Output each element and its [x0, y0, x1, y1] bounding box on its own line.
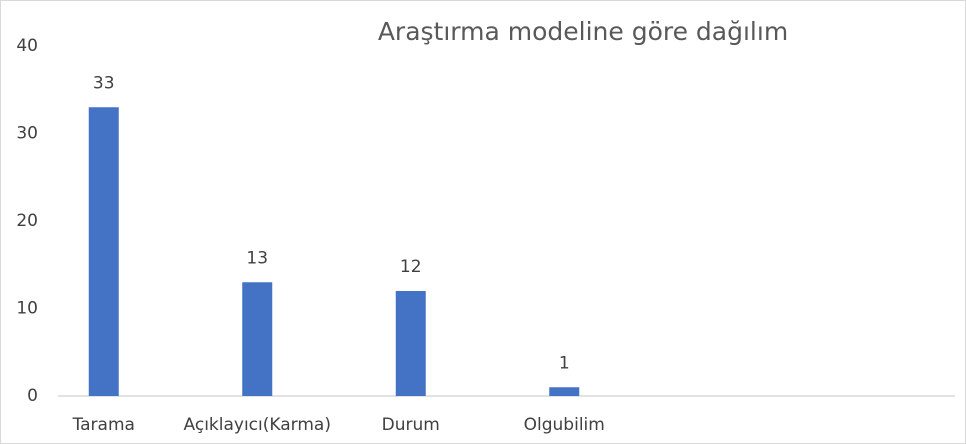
chart-title: Araştırma modeline göre dağılım — [378, 17, 788, 46]
bar — [242, 282, 273, 396]
x-tick-label: Tarama — [72, 415, 135, 435]
bar — [88, 107, 119, 396]
y-tick-label: 10 — [16, 299, 38, 319]
bar — [395, 291, 426, 396]
data-label: 12 — [400, 257, 422, 277]
y-tick-label: 0 — [27, 386, 38, 406]
y-tick-label: 30 — [16, 124, 38, 144]
data-label: 13 — [246, 248, 268, 268]
data-label: 33 — [93, 73, 115, 93]
y-tick-label: 20 — [16, 211, 38, 231]
data-label: 1 — [559, 353, 570, 373]
x-tick-label: Açıklayıcı(Karma) — [184, 415, 331, 435]
y-tick-label: 40 — [16, 36, 38, 56]
bar — [549, 387, 580, 396]
x-tick-label: Olgubilim — [524, 415, 605, 435]
x-tick-label: Durum — [382, 415, 440, 435]
